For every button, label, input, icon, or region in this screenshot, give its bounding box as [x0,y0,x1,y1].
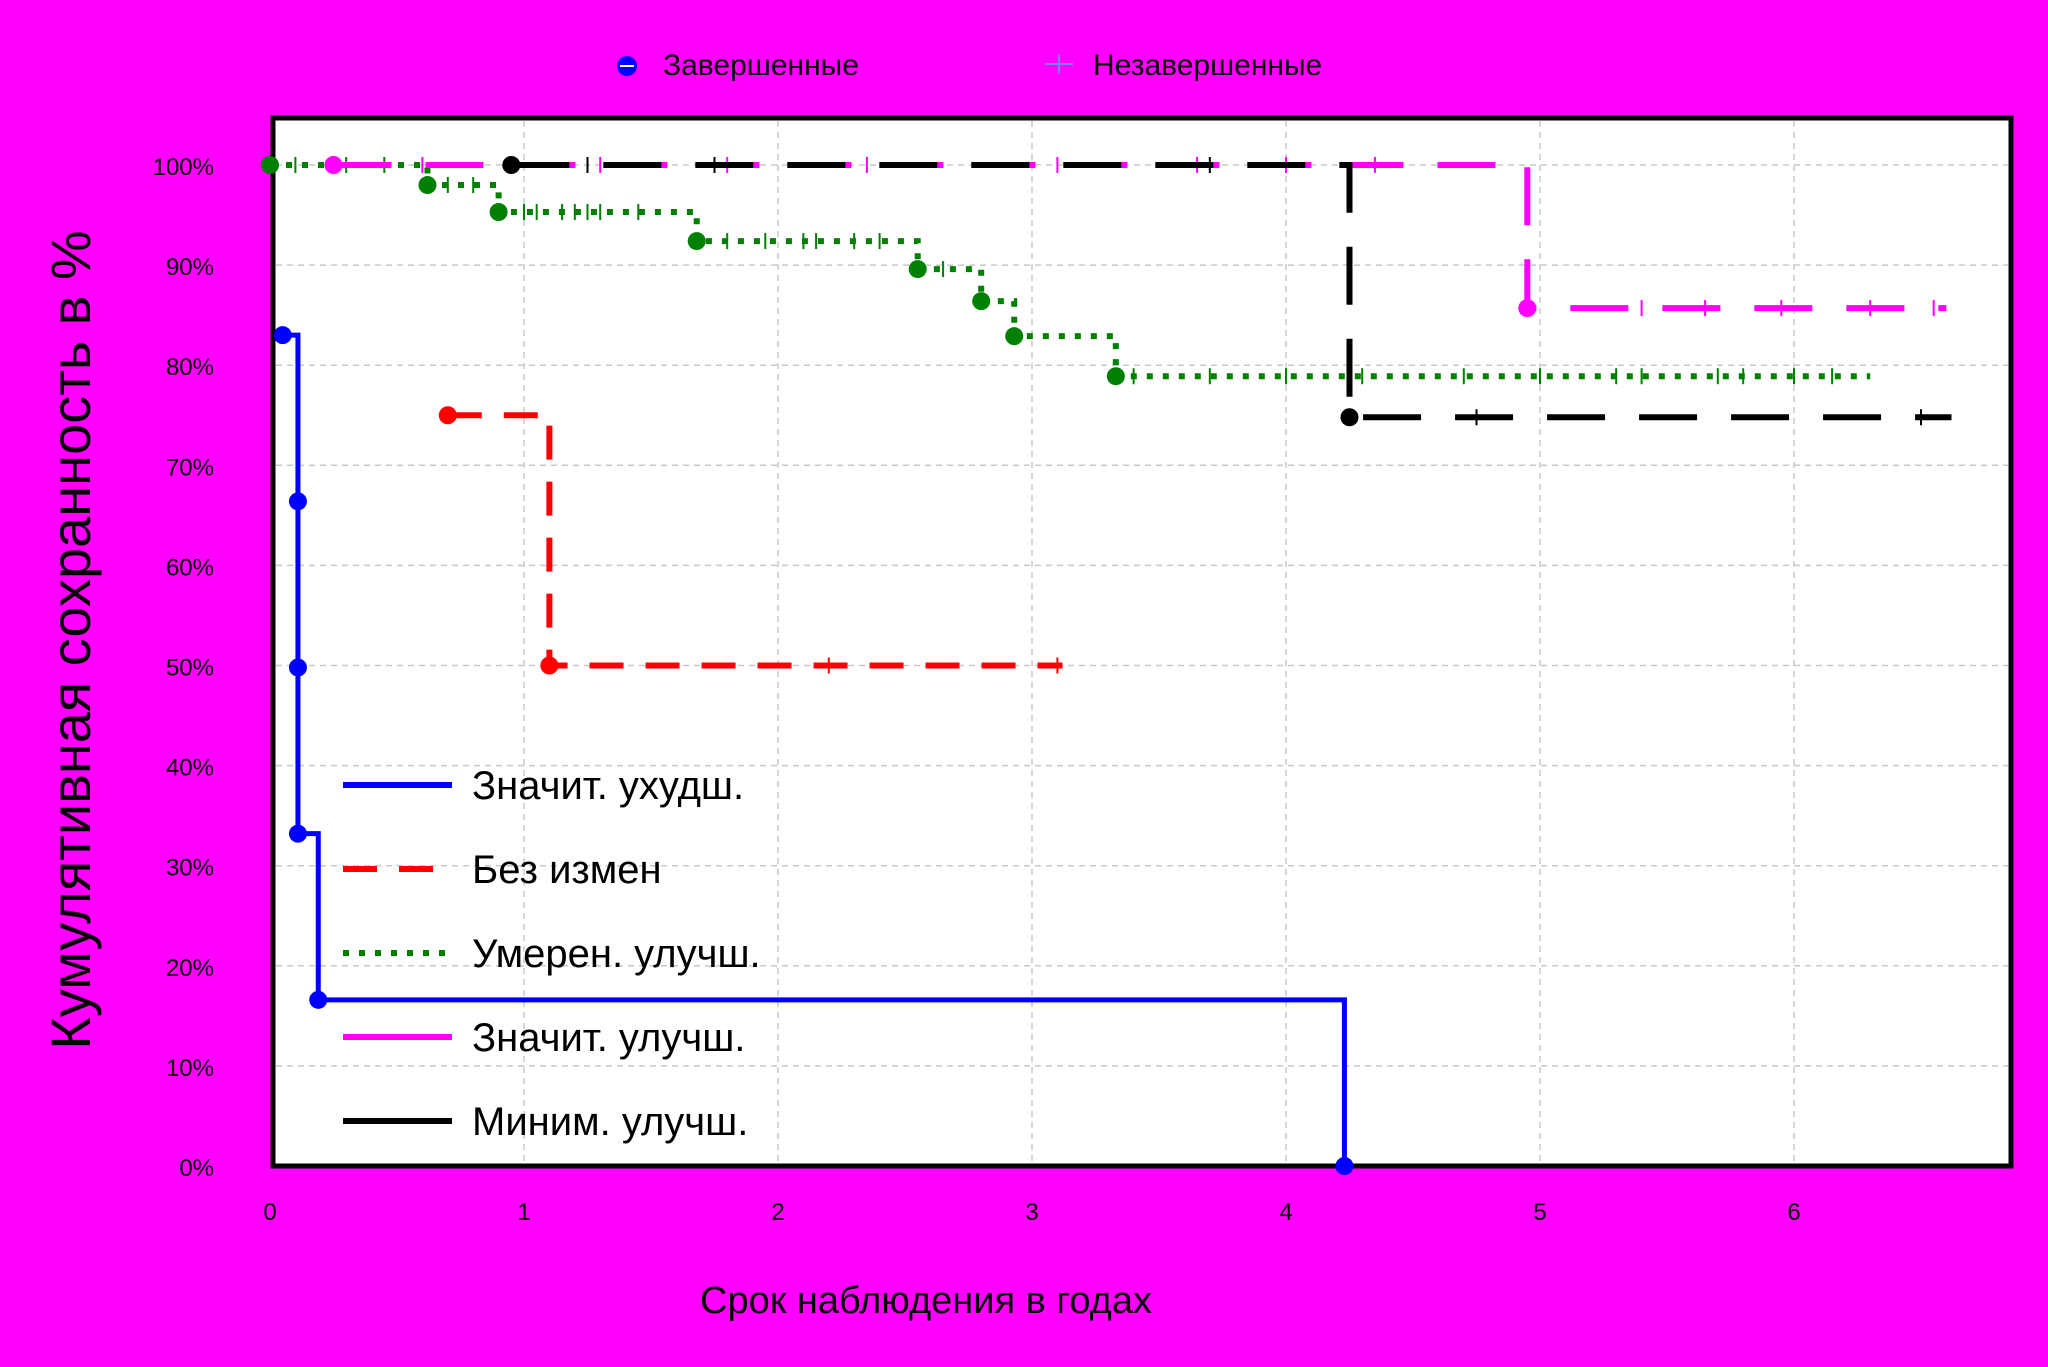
series-2 [438,406,1063,675]
x-tick-labels: 0 1 2 3 4 5 6 [263,1199,1800,1226]
y-tick-labels: 0% 10% 20% 30% 40% 50% 60% 70% 80% 90% 100% [153,154,214,1182]
y-tick-label: 60% [166,554,214,581]
series-1 [273,326,1354,1175]
series-legend: Значит. ухудш. Без измен Умерен. улучш. Зна… [343,764,761,1144]
event-marker [972,292,991,311]
event-marker [540,656,559,675]
grid [276,121,2008,1163]
marker-legend: Завершенные Незавершенные [617,49,1322,82]
event-marker [687,232,706,251]
series-layer [261,156,1952,1175]
event-marker [1518,299,1537,318]
y-tick-label: 90% [166,254,214,281]
marker-legend-censored: Незавершенные [1093,49,1322,82]
event-marker [309,990,328,1009]
series-3 [261,156,1871,386]
series-line [270,162,1871,380]
y-tick-label: 80% [166,354,214,381]
plot-area [270,115,2014,1169]
event-marker [1005,327,1024,346]
y-axis-label: Кумулятивная сохранность в % [39,230,102,1049]
event-marker [438,406,457,425]
x-tick-label: 4 [1279,1199,1292,1226]
event-marker [288,824,307,843]
x-tick-label: 2 [771,1199,784,1226]
y-tick-label: 30% [166,855,214,882]
x-axis-label: Срок наблюдения в годах [700,1280,1152,1322]
event-marker [418,176,437,195]
event-marker [261,156,279,174]
x-tick-label: 5 [1533,1199,1546,1226]
event-marker [1106,367,1125,386]
event-marker [502,156,521,174]
event-marker [273,326,292,345]
legend-label: Значит. улучш. [472,1016,745,1060]
y-tick-label: 70% [166,454,214,481]
marker-legend-completed: Завершенные [663,49,859,82]
event-marker [908,260,927,279]
x-tick-label: 0 [263,1199,276,1226]
x-tick-label: 1 [517,1199,530,1226]
event-marker [1340,408,1359,427]
series-5 [502,156,1952,427]
y-tick-label: 40% [166,755,214,782]
y-tick-label: 100% [153,154,214,181]
x-tick-label: 3 [1025,1199,1038,1226]
event-marker [489,203,508,222]
series-line [447,412,1063,669]
legend-label: Умерен. улучш. [472,932,761,976]
event-marker [1335,1157,1354,1175]
legend-label: Без измен [472,848,662,892]
y-tick-label: 20% [166,955,214,982]
y-tick-label: 50% [166,655,214,682]
event-marker [324,156,343,174]
legend-label: Значит. ухудш. [472,764,744,808]
x-tick-label: 6 [1787,1199,1800,1226]
event-marker [288,492,307,511]
event-marker [288,658,307,677]
series-line [511,162,1952,421]
y-tick-label: 10% [166,1055,214,1082]
legend-label: Миним. улучш. [472,1100,748,1144]
y-tick-label: 0% [179,1155,214,1182]
